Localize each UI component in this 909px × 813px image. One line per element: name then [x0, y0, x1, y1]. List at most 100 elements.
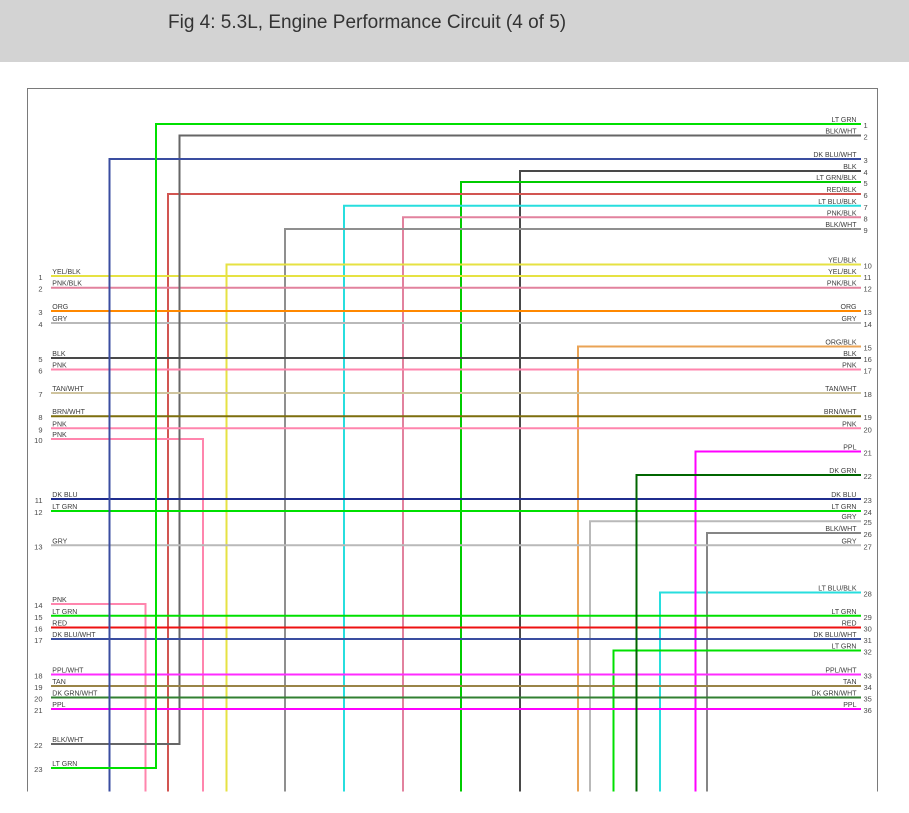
svg-text:PNK/BLK: PNK/BLK	[827, 210, 857, 217]
svg-text:18: 18	[34, 672, 42, 681]
svg-text:14: 14	[34, 601, 42, 610]
svg-text:LT GRN: LT GRN	[52, 609, 77, 616]
svg-text:3: 3	[38, 308, 42, 317]
svg-text:PPL/WHT: PPL/WHT	[825, 668, 857, 675]
svg-text:PPL/WHT: PPL/WHT	[52, 668, 84, 675]
svg-text:10: 10	[34, 436, 42, 445]
svg-text:10: 10	[864, 262, 872, 271]
svg-text:32: 32	[864, 648, 872, 657]
svg-text:TAN: TAN	[52, 679, 65, 686]
svg-text:RED: RED	[842, 621, 857, 628]
svg-text:21: 21	[864, 449, 872, 458]
svg-text:27: 27	[864, 542, 872, 551]
svg-text:LT GRN: LT GRN	[831, 609, 856, 616]
svg-text:DK BLU: DK BLU	[831, 492, 856, 499]
svg-text:BLK: BLK	[843, 164, 857, 171]
svg-text:DK GRN/WHT: DK GRN/WHT	[811, 691, 857, 698]
svg-text:15: 15	[34, 613, 42, 622]
svg-text:33: 33	[864, 672, 872, 681]
svg-text:23: 23	[34, 765, 42, 774]
svg-text:BLK: BLK	[843, 351, 857, 358]
svg-text:4: 4	[864, 168, 868, 177]
svg-text:LT GRN: LT GRN	[831, 504, 856, 511]
svg-text:YEL/BLK: YEL/BLK	[828, 269, 857, 276]
svg-text:25: 25	[864, 518, 872, 527]
svg-text:12: 12	[864, 285, 872, 294]
svg-text:11: 11	[864, 273, 872, 282]
svg-text:PNK/BLK: PNK/BLK	[52, 281, 82, 288]
svg-text:LT BLU/BLK: LT BLU/BLK	[818, 199, 857, 206]
svg-text:30: 30	[864, 625, 872, 634]
svg-text:12: 12	[34, 508, 42, 517]
svg-text:16: 16	[34, 625, 42, 634]
svg-text:DK BLU/WHT: DK BLU/WHT	[52, 632, 96, 639]
svg-text:6: 6	[38, 367, 42, 376]
svg-text:36: 36	[864, 706, 872, 715]
svg-text:RED/BLK: RED/BLK	[827, 187, 857, 194]
svg-text:18: 18	[864, 390, 872, 399]
svg-text:9: 9	[864, 226, 868, 235]
svg-text:19: 19	[34, 683, 42, 692]
svg-text:PNK: PNK	[52, 432, 67, 439]
svg-text:PPL: PPL	[52, 702, 65, 709]
svg-text:17: 17	[34, 636, 42, 645]
svg-text:20: 20	[34, 695, 42, 704]
svg-text:PNK: PNK	[842, 363, 857, 370]
svg-text:BLK: BLK	[52, 351, 66, 358]
svg-text:24: 24	[864, 508, 872, 517]
svg-text:PNK: PNK	[52, 597, 67, 604]
svg-text:34: 34	[864, 683, 872, 692]
svg-text:1: 1	[38, 273, 42, 282]
svg-text:4: 4	[38, 320, 42, 329]
svg-text:GRY: GRY	[52, 316, 67, 323]
svg-text:LT GRN: LT GRN	[831, 117, 856, 124]
svg-text:5: 5	[864, 179, 868, 188]
svg-text:7: 7	[864, 203, 868, 212]
svg-text:22: 22	[34, 741, 42, 750]
svg-text:LT GRN: LT GRN	[52, 761, 77, 768]
svg-text:15: 15	[864, 344, 872, 353]
svg-text:LT BLU/BLK: LT BLU/BLK	[818, 586, 857, 593]
svg-text:2: 2	[38, 285, 42, 294]
svg-text:19: 19	[864, 413, 872, 422]
svg-text:8: 8	[38, 413, 42, 422]
svg-text:5: 5	[38, 355, 42, 364]
svg-text:BLK/WHT: BLK/WHT	[52, 737, 84, 744]
svg-text:PNK: PNK	[52, 421, 67, 428]
svg-text:13: 13	[864, 308, 872, 317]
svg-text:29: 29	[864, 613, 872, 622]
svg-text:31: 31	[864, 636, 872, 645]
svg-text:TAN/WHT: TAN/WHT	[52, 386, 84, 393]
svg-text:16: 16	[864, 355, 872, 364]
svg-text:3: 3	[864, 156, 868, 165]
svg-text:DK BLU: DK BLU	[52, 492, 77, 499]
svg-text:BRN/WHT: BRN/WHT	[824, 409, 857, 416]
svg-text:ORG: ORG	[52, 304, 68, 311]
svg-text:20: 20	[864, 425, 872, 434]
svg-text:1: 1	[864, 121, 868, 130]
svg-text:14: 14	[864, 320, 872, 329]
svg-text:TAN/WHT: TAN/WHT	[825, 386, 857, 393]
svg-text:11: 11	[35, 496, 43, 505]
svg-text:35: 35	[864, 695, 872, 704]
svg-text:21: 21	[34, 706, 42, 715]
svg-text:ORG: ORG	[841, 304, 857, 311]
svg-text:TAN: TAN	[843, 679, 856, 686]
svg-text:PNK: PNK	[52, 363, 67, 370]
svg-text:GRY: GRY	[841, 316, 856, 323]
svg-text:DK GRN/WHT: DK GRN/WHT	[52, 691, 98, 698]
svg-text:PPL: PPL	[843, 445, 856, 452]
svg-text:GRY: GRY	[841, 514, 856, 521]
svg-text:DK GRN: DK GRN	[829, 468, 856, 475]
svg-text:GRY: GRY	[841, 538, 856, 545]
svg-text:8: 8	[864, 214, 868, 223]
svg-text:BLK/WHT: BLK/WHT	[825, 526, 857, 533]
svg-text:13: 13	[34, 542, 42, 551]
svg-text:RED: RED	[52, 621, 67, 628]
svg-text:GRY: GRY	[52, 538, 67, 545]
svg-text:YEL/BLK: YEL/BLK	[828, 258, 857, 265]
svg-text:PNK: PNK	[842, 421, 857, 428]
svg-text:9: 9	[38, 425, 42, 434]
svg-text:ORG/BLK: ORG/BLK	[825, 340, 856, 347]
svg-text:DK BLU/WHT: DK BLU/WHT	[813, 152, 857, 159]
